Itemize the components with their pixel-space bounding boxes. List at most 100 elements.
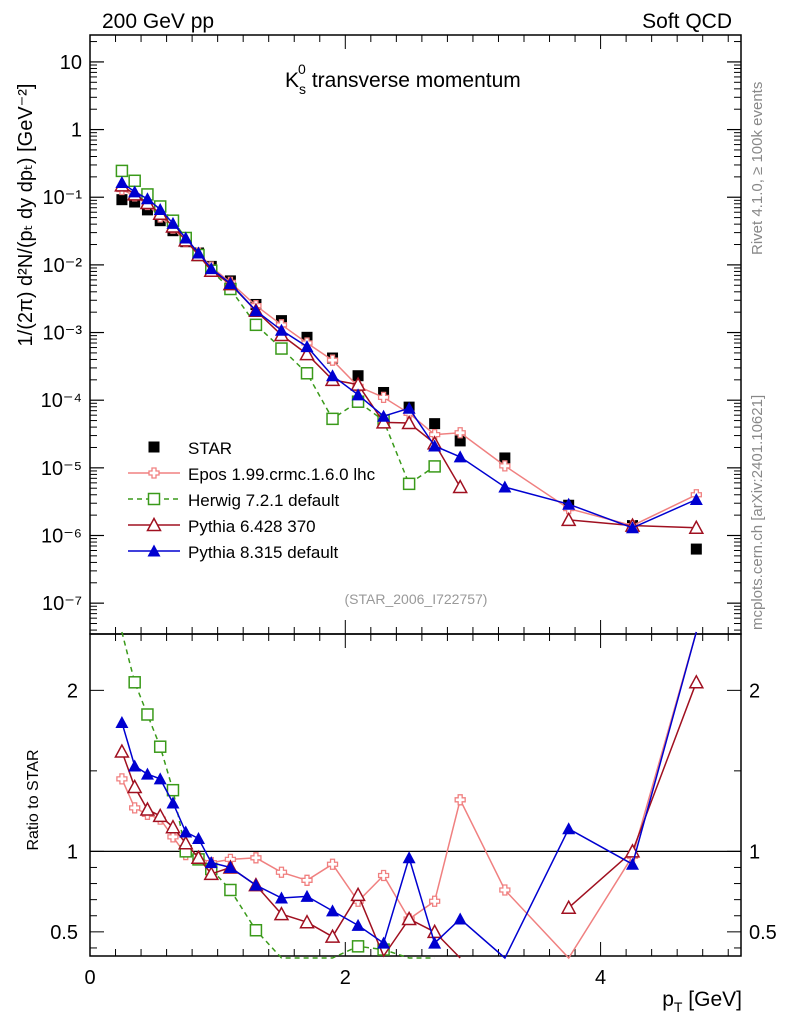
ratio-ylabel: Ratio to STAR bbox=[25, 749, 42, 850]
data-point bbox=[300, 340, 314, 353]
main-panel: 10⁻⁷ 10⁻⁶ 10⁻⁵ 10⁻⁴ 10⁻³ 10⁻² 10⁻¹ 1 10 Ks trans… bbox=[15, 34, 742, 635]
data-point bbox=[499, 884, 511, 896]
data-point bbox=[129, 196, 141, 208]
data-point bbox=[377, 391, 390, 404]
data-point bbox=[402, 851, 416, 864]
data-point bbox=[274, 323, 288, 336]
legend-label: STAR bbox=[188, 439, 232, 458]
xtick-label: 2 bbox=[340, 967, 351, 989]
data-point bbox=[250, 852, 262, 864]
main-title-sub: s bbox=[299, 81, 306, 97]
data-point bbox=[148, 467, 160, 479]
data-point bbox=[499, 460, 511, 472]
xtick-label: 0 bbox=[84, 967, 95, 989]
data-point bbox=[326, 354, 339, 366]
data-point bbox=[147, 544, 161, 557]
data-point bbox=[153, 740, 167, 753]
series-pythia bbox=[114, 674, 705, 959]
data-point bbox=[152, 807, 168, 823]
ratio-frame bbox=[89, 633, 742, 957]
data-point bbox=[166, 783, 180, 797]
data-point bbox=[273, 906, 290, 921]
header-left: 200 GeV pp bbox=[102, 10, 214, 33]
main-title: Ks transverse momentum bbox=[285, 69, 521, 97]
data-point bbox=[128, 759, 142, 772]
data-point bbox=[350, 886, 366, 902]
data-point bbox=[351, 918, 365, 931]
data-point bbox=[249, 304, 263, 317]
data-point bbox=[324, 928, 341, 943]
ratio-ytick-label: 0.5 bbox=[749, 922, 777, 944]
data-point bbox=[223, 860, 237, 873]
series-line bbox=[121, 631, 698, 960]
data-point bbox=[300, 889, 314, 902]
data-point bbox=[166, 216, 180, 229]
xaxis-label: pT [GeV] bbox=[662, 988, 742, 1015]
main-title-sup: 0 bbox=[298, 61, 306, 77]
main-ytick-label: 10⁻⁴ bbox=[41, 390, 82, 412]
data-point bbox=[626, 857, 639, 870]
data-point bbox=[454, 435, 466, 447]
data-point bbox=[626, 521, 639, 534]
data-point bbox=[377, 409, 391, 422]
legend-label: Pythia 8.315 default bbox=[188, 543, 339, 562]
main-ytick-label: 10⁻⁷ bbox=[42, 593, 82, 615]
main-ylabel: 1/(2π) d²N/(pₜ dy dpₜ) [GeV⁻²] bbox=[15, 84, 37, 347]
data-point bbox=[453, 912, 467, 925]
data-point bbox=[375, 414, 392, 429]
series-line bbox=[121, 181, 697, 529]
data-point bbox=[454, 427, 466, 439]
data-point bbox=[498, 480, 512, 493]
data-point bbox=[274, 891, 288, 904]
data-point bbox=[116, 194, 128, 206]
data-point bbox=[326, 904, 340, 917]
main-ytick-label: 10 bbox=[60, 52, 82, 74]
data-point bbox=[562, 822, 576, 835]
side-label-top: Rivet 4.1.0, ≥ 100k events bbox=[749, 82, 766, 255]
data-point bbox=[402, 401, 416, 414]
data-point bbox=[351, 388, 365, 401]
data-point bbox=[562, 497, 576, 510]
data-point bbox=[165, 819, 181, 834]
data-point bbox=[454, 794, 466, 806]
data-point bbox=[688, 519, 705, 535]
main-ytick-label: 10⁻² bbox=[43, 255, 83, 277]
data-point bbox=[139, 801, 156, 816]
ratio-ytick-label: 1 bbox=[749, 841, 760, 863]
data-point bbox=[690, 543, 702, 555]
data-point bbox=[179, 825, 193, 838]
header-right: Soft QCD bbox=[642, 10, 732, 33]
data-point bbox=[401, 910, 417, 926]
data-point bbox=[204, 262, 218, 275]
data-point bbox=[126, 778, 143, 794]
main-ytick-label: 10⁻¹ bbox=[43, 187, 83, 209]
xaxis-label-sub: T bbox=[674, 999, 683, 1015]
series-epos bbox=[116, 631, 698, 960]
data-point bbox=[153, 772, 167, 785]
data-point bbox=[352, 370, 364, 382]
series-line bbox=[121, 188, 697, 527]
xaxis-label-p: p bbox=[662, 988, 674, 1011]
data-point bbox=[301, 874, 313, 886]
data-point bbox=[147, 492, 161, 506]
data-point bbox=[688, 674, 705, 689]
data-point bbox=[428, 936, 442, 949]
data-point bbox=[249, 878, 263, 891]
main-ytick-label: 1 bbox=[71, 120, 82, 142]
data-point bbox=[114, 743, 130, 758]
data-point bbox=[249, 923, 263, 937]
data-point bbox=[116, 773, 128, 785]
data-point bbox=[499, 452, 511, 464]
data-point bbox=[115, 176, 129, 189]
data-point bbox=[428, 460, 441, 473]
data-point bbox=[153, 202, 167, 215]
ratio-ytick-label: 2 bbox=[749, 680, 760, 702]
data-point bbox=[453, 450, 467, 463]
legend-label: Herwig 7.2.1 default bbox=[188, 491, 339, 510]
data-point bbox=[560, 511, 577, 527]
series-pythia bbox=[115, 176, 703, 534]
series-pythia bbox=[115, 631, 698, 960]
data-point bbox=[141, 708, 154, 721]
data-point bbox=[192, 831, 205, 844]
main-title-k: K bbox=[285, 69, 299, 92]
